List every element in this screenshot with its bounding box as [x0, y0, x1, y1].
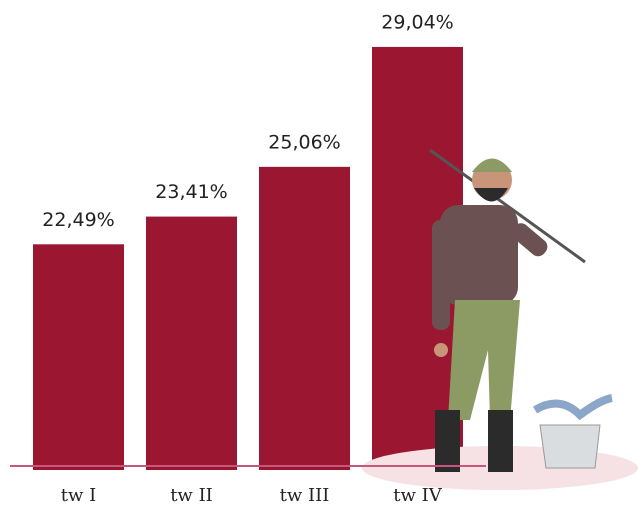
value-label: 22,49% [42, 209, 114, 231]
x-tick-label: tw III [280, 485, 330, 506]
value-label: 23,41% [155, 181, 227, 203]
value-label: 25,06% [268, 131, 340, 153]
x-tick-label: tw I [61, 485, 96, 506]
x-tick-label: tw IV [393, 485, 442, 506]
fisherman-illustration [362, 148, 638, 490]
bar [146, 216, 237, 470]
bar [259, 166, 350, 470]
bar [33, 244, 124, 470]
value-label: 29,04% [381, 11, 453, 33]
x-tick-label: tw II [170, 485, 213, 506]
